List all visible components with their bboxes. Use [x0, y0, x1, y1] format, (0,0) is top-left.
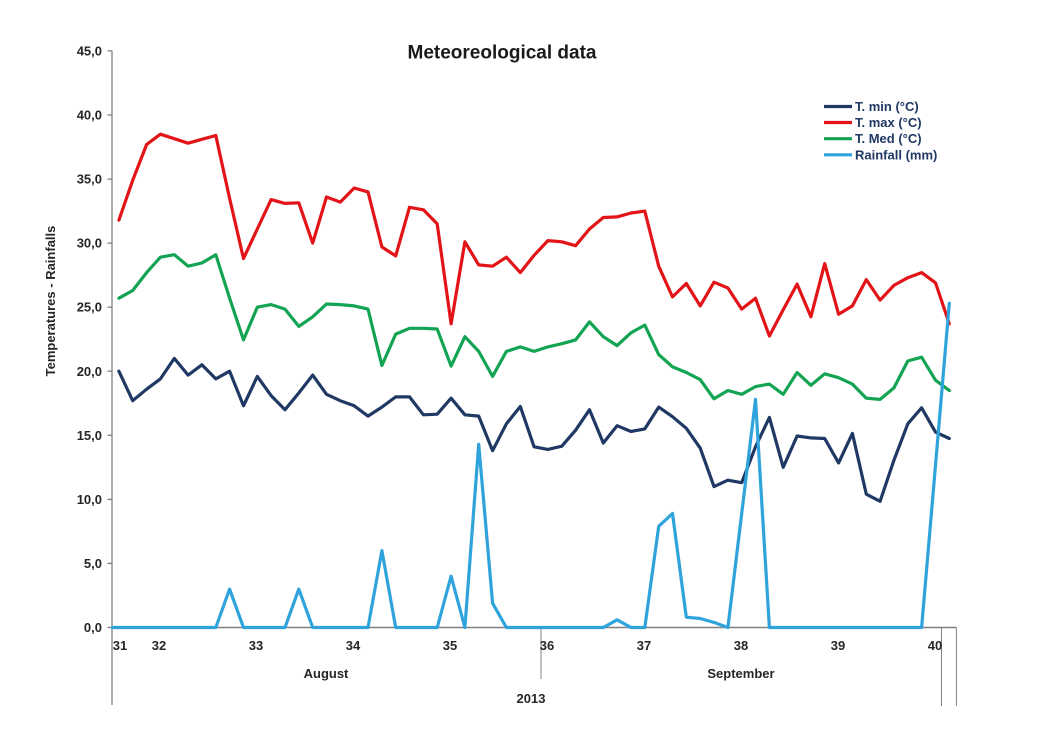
svg-text:35,0: 35,0 [77, 172, 102, 187]
svg-text:40,0: 40,0 [77, 108, 102, 123]
svg-text:36: 36 [540, 638, 554, 653]
svg-text:33: 33 [249, 638, 263, 653]
svg-text:T. Med (°C): T. Med (°C) [855, 131, 922, 146]
svg-text:T. min (°C): T. min (°C) [855, 99, 919, 114]
svg-text:39: 39 [831, 638, 845, 653]
svg-text:August: August [304, 666, 349, 681]
svg-text:5,0: 5,0 [84, 556, 102, 571]
svg-text:Temperatures - Rainfalls: Temperatures - Rainfalls [43, 226, 58, 377]
svg-text:0,0: 0,0 [84, 620, 102, 635]
svg-text:40: 40 [928, 638, 942, 653]
svg-text:T. max (°C): T. max (°C) [855, 115, 922, 130]
svg-text:35: 35 [443, 638, 457, 653]
svg-text:September: September [707, 666, 774, 681]
svg-text:10,0: 10,0 [77, 492, 102, 507]
svg-text:15,0: 15,0 [77, 428, 102, 443]
svg-text:38: 38 [734, 638, 748, 653]
svg-text:25,0: 25,0 [77, 300, 102, 315]
svg-text:37: 37 [637, 638, 651, 653]
svg-text:2013: 2013 [517, 691, 546, 706]
svg-text:45,0: 45,0 [77, 43, 102, 58]
svg-text:20,0: 20,0 [77, 364, 102, 379]
svg-text:Rainfall (mm): Rainfall (mm) [855, 147, 937, 162]
svg-text:Meteoreological data: Meteoreological data [408, 43, 597, 64]
svg-text:30,0: 30,0 [77, 236, 102, 251]
svg-text:32: 32 [152, 638, 166, 653]
svg-text:31: 31 [113, 638, 127, 653]
svg-text:34: 34 [346, 638, 361, 653]
